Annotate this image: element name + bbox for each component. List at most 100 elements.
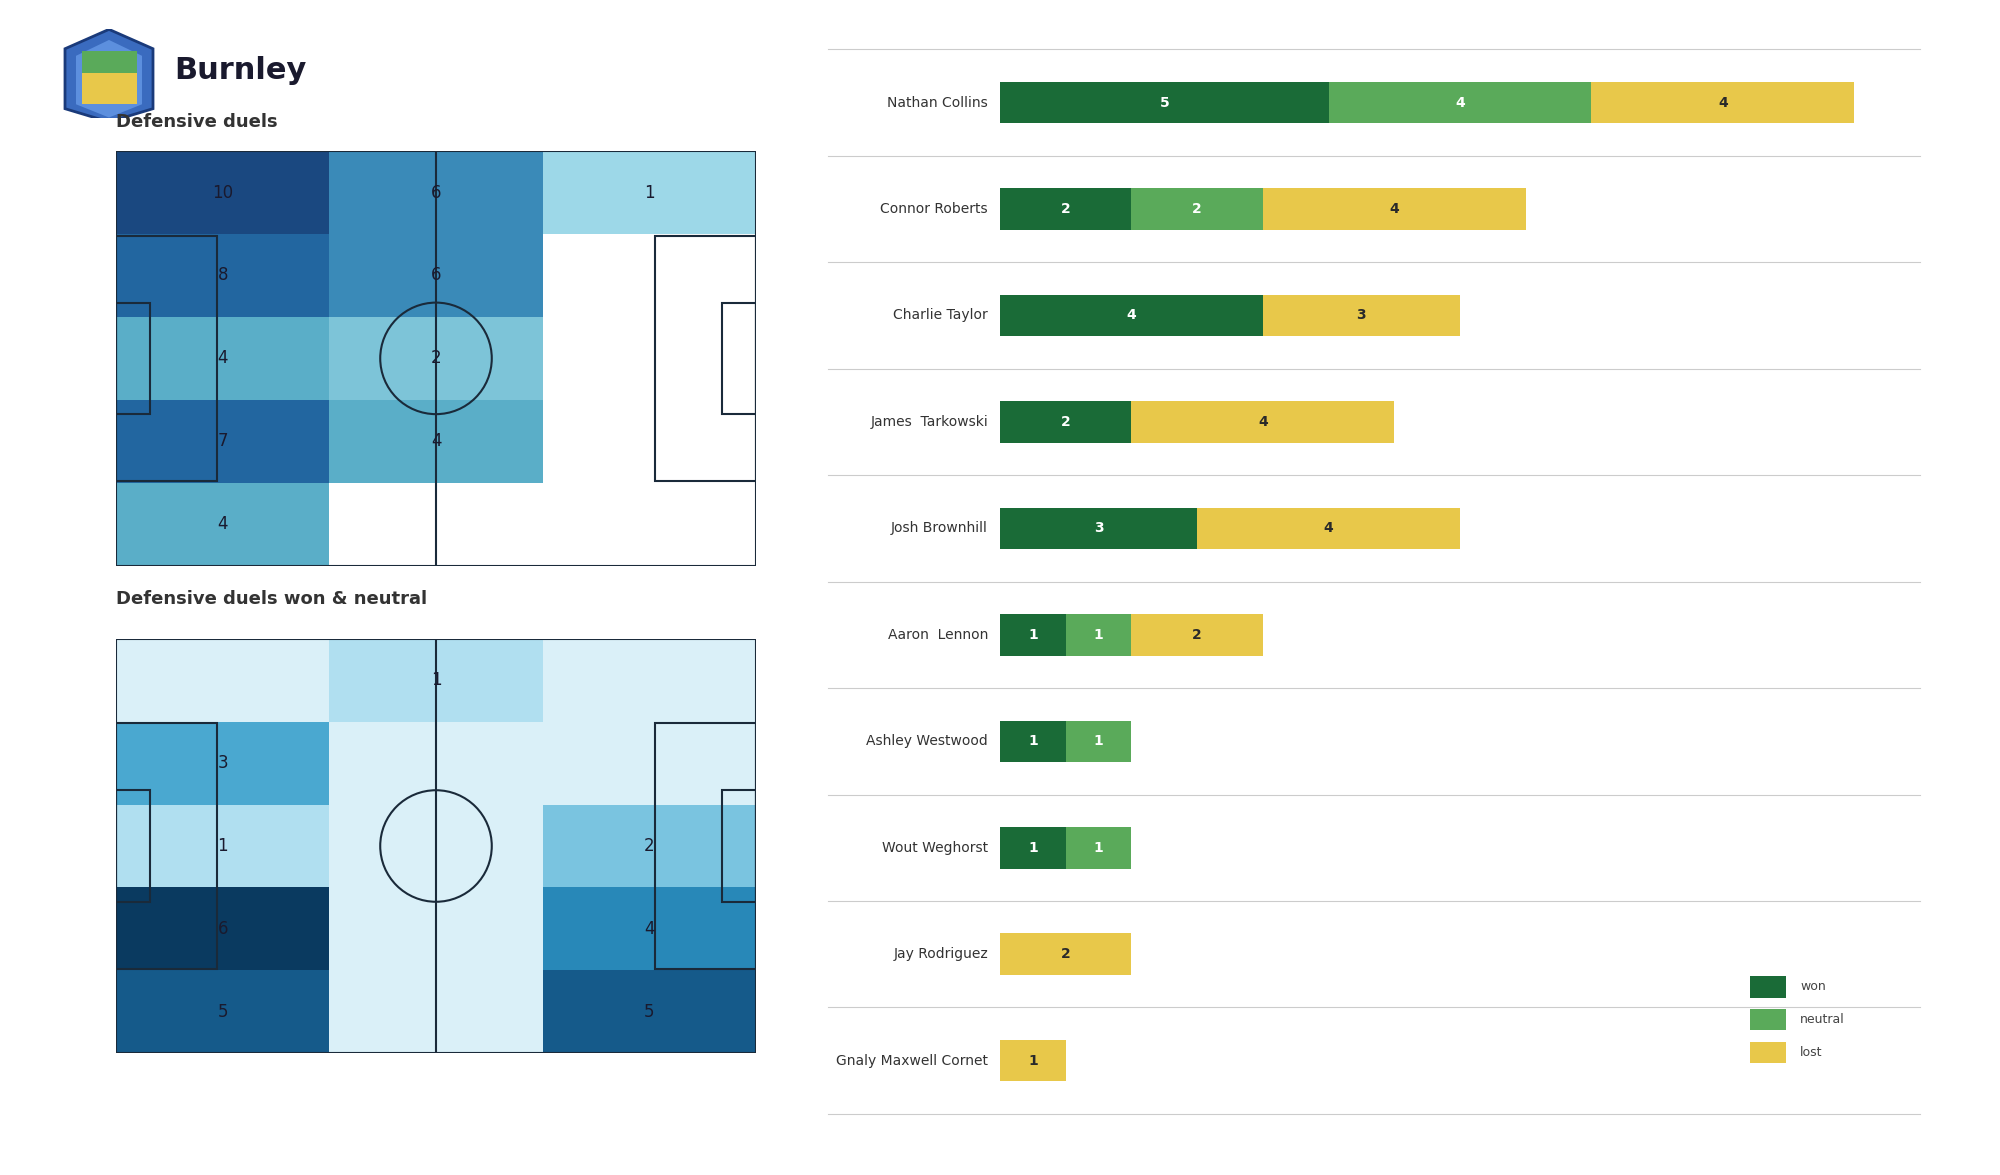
Bar (1198, 508, 1460, 549)
Text: 2: 2 (1060, 947, 1070, 961)
Text: Defensive duels: Defensive duels (116, 113, 278, 132)
Bar (722, 302, 756, 415)
Bar (542, 971, 756, 1053)
Text: James  Tarkowski: James Tarkowski (870, 415, 988, 429)
Bar (330, 887, 542, 971)
Bar (1132, 401, 1394, 443)
Text: 4: 4 (1456, 95, 1464, 109)
Text: Connor Roberts: Connor Roberts (880, 202, 988, 216)
Bar (1000, 188, 1132, 230)
Text: 6: 6 (430, 267, 442, 284)
Bar (1262, 188, 1526, 230)
Bar (1000, 401, 1132, 443)
Bar (330, 483, 542, 565)
Text: 1: 1 (1028, 841, 1038, 854)
Text: 10: 10 (212, 183, 234, 202)
Text: 2: 2 (1192, 627, 1202, 642)
Text: 5: 5 (644, 1002, 654, 1021)
Text: 1: 1 (430, 671, 442, 690)
Text: 5: 5 (1160, 95, 1170, 109)
Bar (542, 805, 756, 887)
Text: Charlie Taylor: Charlie Taylor (894, 309, 988, 322)
Bar (116, 639, 330, 721)
Bar (330, 234, 542, 317)
Bar (116, 152, 330, 234)
Text: 1: 1 (1028, 734, 1038, 748)
Text: won: won (1800, 980, 1826, 994)
Bar (542, 234, 756, 317)
Bar (82, 73, 136, 105)
Text: 1: 1 (1028, 627, 1038, 642)
Bar (1328, 82, 1592, 123)
Text: neutral: neutral (1800, 1013, 1844, 1027)
Bar (542, 483, 756, 565)
Text: 2: 2 (1060, 202, 1070, 216)
Bar (116, 790, 150, 902)
Bar (116, 234, 330, 317)
Text: 8: 8 (218, 267, 228, 284)
Bar (82, 52, 136, 73)
Text: 1: 1 (1094, 841, 1104, 854)
Bar (116, 721, 330, 805)
Bar (1000, 615, 1066, 656)
Text: 4: 4 (1390, 202, 1400, 216)
Text: 1: 1 (1094, 627, 1104, 642)
Bar (542, 152, 756, 234)
Text: Jay Rodriguez: Jay Rodriguez (894, 947, 988, 961)
Text: 4: 4 (430, 432, 442, 450)
Text: 4: 4 (1126, 309, 1136, 322)
Bar (542, 317, 756, 400)
Bar (1000, 508, 1198, 549)
Bar (542, 400, 756, 483)
Polygon shape (64, 29, 152, 122)
Bar (722, 790, 756, 902)
Bar (656, 723, 756, 969)
Text: Josh Brownhill: Josh Brownhill (892, 522, 988, 536)
Bar (1000, 1040, 1066, 1081)
Text: 4: 4 (218, 349, 228, 368)
Bar (330, 639, 542, 721)
Text: Gnaly Maxwell Cornet: Gnaly Maxwell Cornet (836, 1054, 988, 1068)
Bar (1000, 82, 1328, 123)
Text: 1: 1 (1028, 1054, 1038, 1068)
Bar (656, 235, 756, 482)
Bar (1066, 720, 1132, 763)
Bar (330, 805, 542, 887)
Text: 1: 1 (1094, 734, 1104, 748)
Text: 4: 4 (1718, 95, 1728, 109)
Text: 4: 4 (218, 515, 228, 533)
Text: 2: 2 (1192, 202, 1202, 216)
Text: 3: 3 (218, 754, 228, 772)
Bar (542, 721, 756, 805)
Text: 4: 4 (644, 920, 654, 938)
Text: 2: 2 (430, 349, 442, 368)
Bar (1592, 82, 1854, 123)
Text: lost: lost (1800, 1046, 1822, 1060)
Bar (1000, 720, 1066, 763)
Bar (542, 887, 756, 971)
Bar (116, 400, 330, 483)
Text: 4: 4 (1324, 522, 1334, 536)
Bar (330, 400, 542, 483)
Bar (116, 302, 150, 415)
Bar (1066, 615, 1132, 656)
Bar (116, 723, 216, 969)
Text: 3: 3 (1356, 309, 1366, 322)
Bar (116, 805, 330, 887)
Bar (116, 235, 216, 482)
Text: 1: 1 (644, 183, 654, 202)
Text: Nathan Collins: Nathan Collins (888, 95, 988, 109)
Bar (116, 483, 330, 565)
Bar (542, 639, 756, 721)
Text: 5: 5 (218, 1002, 228, 1021)
Bar (330, 152, 542, 234)
Text: 4: 4 (1258, 415, 1268, 429)
Text: Aaron  Lennon: Aaron Lennon (888, 627, 988, 642)
Text: Burnley: Burnley (174, 56, 306, 85)
Bar (330, 971, 542, 1053)
Bar (1066, 827, 1132, 868)
Bar (1132, 615, 1262, 656)
Text: Defensive duels won & neutral: Defensive duels won & neutral (116, 590, 428, 609)
Bar (1132, 188, 1262, 230)
Text: Ashley Westwood: Ashley Westwood (866, 734, 988, 748)
